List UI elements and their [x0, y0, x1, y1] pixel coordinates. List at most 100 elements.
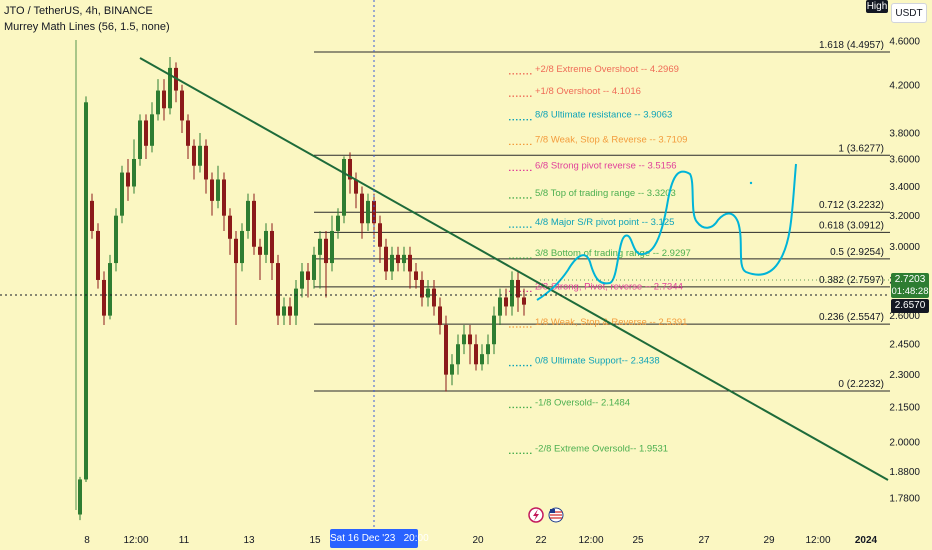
- time-tick-label: 12:00: [578, 535, 603, 546]
- candle-body: [108, 263, 112, 316]
- candle-body: [156, 90, 160, 115]
- time-tick-label: 27: [698, 535, 710, 546]
- flag-canton-icon: [550, 509, 555, 513]
- chart-title[interactable]: JTO / TetherUS, 4h, BINANCE: [4, 5, 153, 17]
- price-tick-label: 2.0000: [889, 437, 920, 448]
- fib-level-label: 0 (2.2232): [838, 379, 884, 390]
- crosshair-price-badge: 2.6570: [891, 299, 929, 313]
- candle-body: [408, 254, 412, 272]
- candle-body: [96, 230, 100, 280]
- candle-body: [396, 254, 400, 264]
- freehand-projection-drawing[interactable]: [536, 163, 797, 301]
- time-axis[interactable]: 8 12:00 11 13 15 20 22 12:00 25 27 29 12:00 2024: [84, 535, 877, 546]
- price-tick-label: 3.4000: [889, 182, 920, 193]
- candle-body: [420, 279, 424, 298]
- current-price-label: 2.7203: [894, 274, 926, 285]
- murrey-level-label: 8/8 Ultimate resistance -- 3.9063: [535, 110, 672, 121]
- countdown-label: 01:48:28: [891, 286, 929, 297]
- time-tick-label: 2024: [855, 535, 878, 546]
- time-tick-label: 12:00: [123, 535, 148, 546]
- candle-body: [372, 200, 376, 224]
- price-tick-label: 2.1500: [889, 403, 920, 414]
- price-tick-label: 3.6000: [889, 154, 920, 165]
- candle-body: [84, 102, 88, 480]
- current-price-badge: 2.7203 01:48:28: [891, 273, 929, 298]
- candle-body: [390, 254, 394, 272]
- price-axis[interactable]: 4.6000 4.2000 3.8000 3.6000 3.4000 3.2000 3.00…: [889, 37, 920, 505]
- candle-body: [210, 179, 214, 201]
- candle-body: [432, 288, 436, 307]
- murrey-level-label: 5/8 Top of trading range -- 3.3203: [535, 188, 676, 199]
- murrey-level-label: +1/8 Overshoot -- 4.1016: [535, 86, 641, 97]
- murrey-level-label: 2/8 Strong, Pivot, reverse -- 2.7344: [535, 281, 683, 292]
- fib-level-label: 0.618 (3.0912): [819, 220, 884, 231]
- candle-body: [360, 193, 364, 224]
- candle-body: [492, 315, 496, 345]
- candle-body: [366, 200, 370, 224]
- candle-body: [234, 238, 238, 264]
- murrey-level-label: 1/8 Weak, Stop & Reverse -- 2.5391: [535, 317, 687, 328]
- candle-body: [522, 297, 526, 305]
- candle-body: [456, 344, 460, 365]
- candle-body: [168, 67, 172, 109]
- price-tick-label: 3.0000: [889, 242, 920, 253]
- candle-body: [402, 254, 406, 264]
- time-tick-label: 22: [535, 535, 547, 546]
- time-tick-label: 11: [179, 535, 190, 546]
- candle-body: [228, 215, 232, 239]
- candle-body: [270, 230, 274, 264]
- candle-body: [276, 263, 280, 316]
- candle-body: [468, 334, 472, 345]
- candle-body: [450, 364, 454, 375]
- candle-body: [114, 215, 118, 264]
- candle-body: [300, 271, 304, 289]
- candle-body: [348, 158, 352, 180]
- candle-body: [342, 158, 346, 216]
- time-tick-label: 29: [763, 535, 775, 546]
- candle-body: [486, 344, 490, 355]
- candle-body: [198, 145, 202, 166]
- candle-body: [504, 297, 508, 307]
- price-tick-label: 2.6000: [889, 311, 920, 322]
- candle-body: [102, 279, 106, 316]
- candle-body: [462, 334, 466, 345]
- price-tick-label: 1.7800: [889, 494, 920, 505]
- candle-body: [240, 230, 244, 264]
- candle-body: [474, 344, 478, 365]
- candle-body: [258, 246, 262, 255]
- drawing-dot: [749, 181, 753, 185]
- candle-body: [186, 120, 190, 146]
- murrey-level-label: +2/8 Extreme Overshoot -- 4.2969: [535, 64, 679, 75]
- time-tick-label: 8: [84, 535, 90, 546]
- candle-body: [498, 297, 502, 316]
- candle-body: [324, 238, 328, 264]
- candle-body: [162, 90, 166, 109]
- candle-body: [264, 230, 268, 255]
- candle-body: [294, 288, 298, 316]
- trendline[interactable]: [139, 57, 889, 481]
- murrey-level-label: 7/8 Weak, Stop & Reverse -- 3.7109: [535, 134, 687, 145]
- high-button[interactable]: High: [866, 0, 888, 13]
- candle-body: [288, 306, 292, 316]
- candle-body: [252, 200, 256, 247]
- time-tick-label: 12:00: [805, 535, 830, 546]
- candle-body: [354, 179, 358, 194]
- indicator-legend[interactable]: Murrey Math Lines (56, 1.5, none): [4, 21, 170, 33]
- candle-body: [510, 279, 514, 307]
- candle-body: [222, 179, 226, 216]
- price-tick-label: 3.8000: [889, 128, 920, 139]
- candle-body: [144, 120, 148, 146]
- candle-body: [216, 179, 220, 201]
- candle-body: [138, 120, 142, 159]
- chart-event-icons[interactable]: [528, 507, 564, 523]
- fib-level-label: 0.5 (2.9254): [830, 247, 884, 258]
- currency-button[interactable]: USDT: [891, 3, 927, 23]
- fib-level-label: 1 (3.6277): [838, 143, 884, 154]
- murrey-level-label: -1/8 Oversold-- 2.1484: [535, 397, 630, 408]
- murrey-level-label: 0/8 Ultimate Support-- 2.3438: [535, 356, 660, 367]
- candle-body: [132, 158, 136, 187]
- candle-body: [180, 90, 184, 121]
- candle-body: [516, 279, 520, 298]
- candle-body: [444, 324, 448, 375]
